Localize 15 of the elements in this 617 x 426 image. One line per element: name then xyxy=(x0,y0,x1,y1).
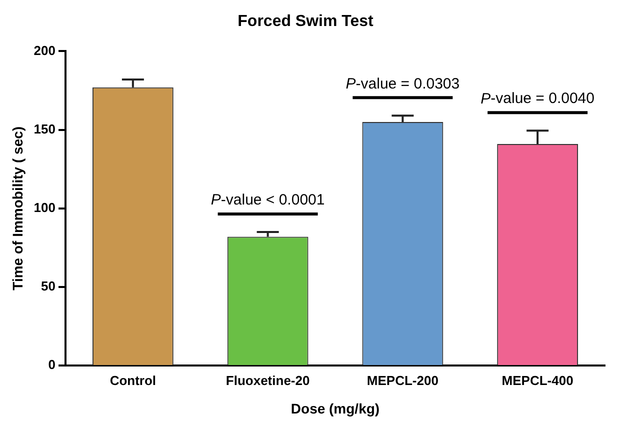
x-tick-label: Fluoxetine-20 xyxy=(226,372,310,388)
y-tick-label: 100 xyxy=(34,200,56,215)
y-tick-label: 0 xyxy=(48,357,56,372)
annotation: P-value < 0.0001 xyxy=(210,192,325,209)
x-tick-label: Control xyxy=(110,372,156,388)
chart-title: Forced Swim Test xyxy=(238,13,374,30)
x-axis-title: Dose (mg/kg) xyxy=(290,400,380,416)
y-tick-label: 50 xyxy=(41,278,56,294)
x-tick-label: MEPCL-400 xyxy=(502,372,574,388)
y-tick-label: 200 xyxy=(34,42,56,58)
y-tick-label: 150 xyxy=(34,121,56,136)
annotation: P-value = 0.0040 xyxy=(480,90,594,108)
x-tick-label: MEPCL-200 xyxy=(366,372,438,388)
annotation: P-value = 0.0303 xyxy=(346,75,460,92)
y-axis-title: Time of Immobility ( sec) xyxy=(9,126,26,290)
